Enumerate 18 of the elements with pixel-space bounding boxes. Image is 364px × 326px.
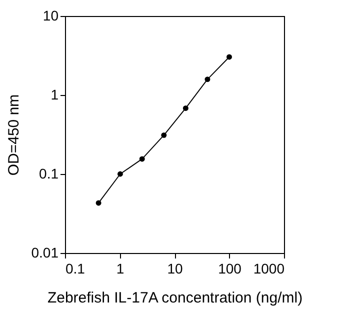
y-tick-label: 1	[50, 86, 59, 102]
x-axis-title: Zebrefish IL-17A concentration (ng/ml)	[47, 290, 303, 306]
point	[204, 76, 210, 82]
x-tick-label: 10	[167, 260, 183, 276]
y-tick-label: 0.1	[39, 166, 59, 182]
point	[161, 132, 167, 138]
point	[139, 156, 145, 162]
x-tick-label: 1	[116, 260, 124, 276]
y-tick-label: 10	[42, 8, 59, 24]
point	[117, 171, 123, 177]
x-tick-label: 0.1	[66, 260, 86, 276]
y-axis-title: OD=450 nm	[5, 94, 22, 176]
point	[226, 54, 232, 60]
point	[182, 106, 188, 111]
point	[96, 200, 102, 206]
x-tick-label: 1000	[253, 260, 285, 276]
x-tick-label: 100	[218, 260, 242, 276]
y-tick-label: 0.01	[31, 244, 59, 260]
